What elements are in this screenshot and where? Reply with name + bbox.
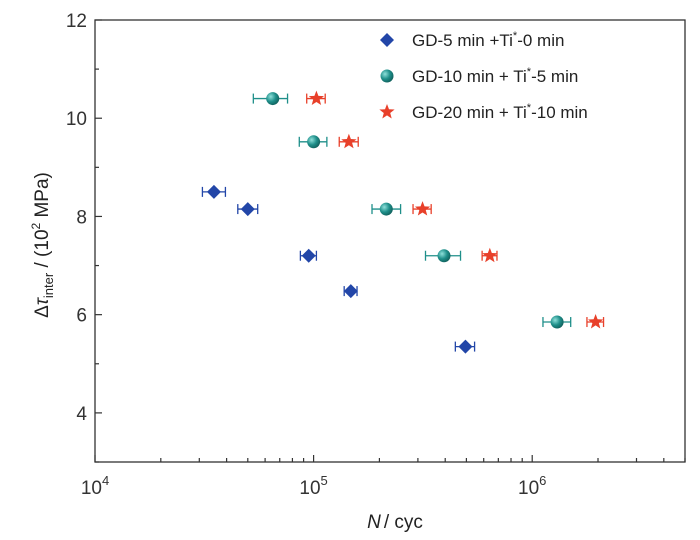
legend-item-3: GD-20 min + Ti*-10 min xyxy=(379,102,588,122)
data-point xyxy=(437,249,451,263)
legend-item-2: GD-10 min + Ti*-5 min xyxy=(380,66,578,86)
x-tick-label: 105 xyxy=(299,473,327,499)
legend: GD-5 min +Ti*-0 min GD-10 min + Ti*-5 min… xyxy=(379,30,588,122)
data-point xyxy=(266,92,280,106)
data-point xyxy=(588,314,604,329)
data-point xyxy=(550,315,564,329)
data-point xyxy=(380,33,394,47)
data-point xyxy=(379,202,393,216)
series-2 xyxy=(252,92,572,329)
legend-label: GD-5 min +Ti*-0 min xyxy=(412,30,564,50)
data-point xyxy=(482,247,498,263)
x-axis: 104 105 106 xyxy=(81,455,686,499)
data-point xyxy=(414,201,431,216)
y-tick-label: 8 xyxy=(76,207,87,228)
data-point xyxy=(380,69,394,83)
x-tick-label: 104 xyxy=(81,473,109,499)
y-axis: 4 6 8 10 12 xyxy=(66,11,102,463)
data-point xyxy=(301,248,316,263)
series-layer xyxy=(201,90,605,354)
legend-label: GD-10 min + Ti*-5 min xyxy=(412,66,578,86)
data-point xyxy=(458,339,473,354)
legend-item-1: GD-5 min +Ti*-0 min xyxy=(380,30,564,50)
x-tick-label: 106 xyxy=(518,473,546,499)
y-axis-label: Δτinter / (102 MPa) xyxy=(29,172,56,318)
series-1 xyxy=(201,184,476,354)
plot-frame xyxy=(94,19,686,463)
data-point xyxy=(206,184,221,199)
data-point xyxy=(343,284,358,299)
y-tick-label: 4 xyxy=(76,404,87,425)
y-tick-label: 12 xyxy=(66,11,87,32)
y-tick-label: 6 xyxy=(76,306,87,327)
x-axis-label: N / cyc xyxy=(367,512,423,533)
data-point xyxy=(379,104,395,119)
data-point xyxy=(240,202,255,217)
series-3 xyxy=(306,90,605,329)
y-tick-label: 10 xyxy=(66,109,87,130)
legend-label: GD-20 min + Ti*-10 min xyxy=(412,102,588,122)
data-point xyxy=(308,90,325,106)
data-point xyxy=(341,133,357,149)
data-point xyxy=(307,135,321,149)
